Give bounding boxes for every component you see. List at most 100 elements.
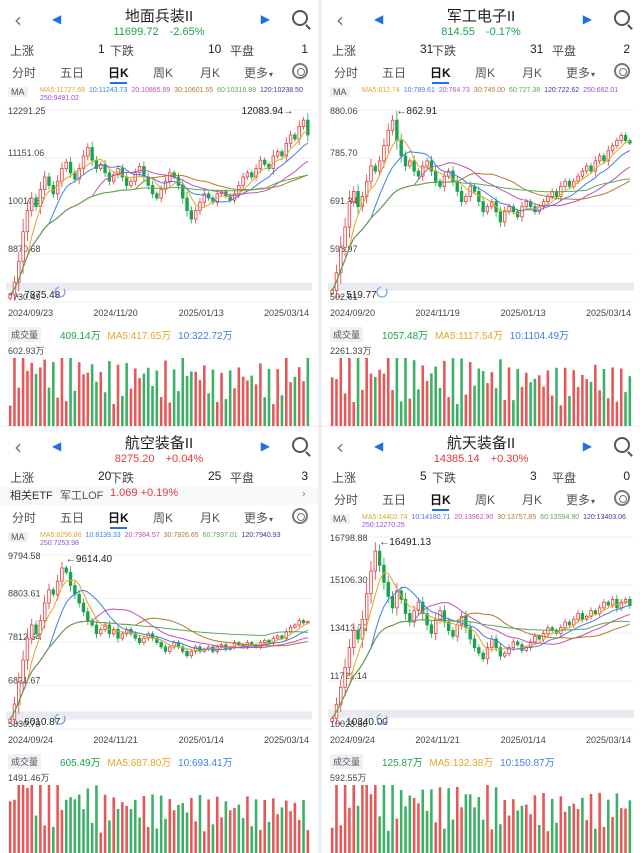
candle-body	[490, 638, 494, 648]
etf-quote: 1.069 +0.19%	[110, 487, 179, 499]
tab-monthly-k[interactable]: 月K	[200, 66, 221, 80]
candle-body	[377, 160, 382, 172]
prev-index-icon[interactable]: ◀	[374, 12, 384, 26]
tab-more[interactable]: 更多▾	[244, 64, 273, 81]
tab-weekly-k[interactable]: 周K	[153, 66, 174, 80]
next-index-icon[interactable]: ▶	[260, 12, 270, 26]
tab-weekly-k[interactable]: 周K	[475, 66, 496, 80]
volume-value: 605.49万	[60, 758, 101, 769]
volume-bar	[64, 401, 68, 426]
breadth-stats: 上涨 31 下跌 31 平盘 2	[322, 42, 640, 60]
tab-intraday[interactable]: 分时	[334, 493, 359, 507]
volume-bar	[486, 383, 489, 426]
index-title: 军工电子II	[446, 8, 516, 25]
tab-daily-k[interactable]: 日K	[430, 66, 451, 84]
kline-chart[interactable]: 880.06 785.70 691.34 596.97 502.61 ←862.91 ←51…	[322, 104, 640, 320]
gear-icon[interactable]	[292, 508, 308, 524]
tab-daily-k[interactable]: 日K	[430, 493, 451, 511]
volume-tag: 成交量	[8, 754, 42, 769]
volume-bar	[516, 810, 519, 853]
volume-bar	[181, 358, 185, 426]
search-icon[interactable]	[292, 10, 308, 26]
candle-body	[124, 176, 129, 186]
gear-icon[interactable]	[292, 63, 308, 79]
tab-five-day[interactable]: 五日	[382, 493, 407, 507]
volume-bar	[194, 371, 197, 426]
related-etf-row[interactable]: 相关ETF 军工LOF 1.069 +0.19% ›	[0, 487, 318, 505]
volume-bar	[30, 785, 34, 853]
volume-bar	[95, 785, 98, 853]
kline-chart[interactable]: 12291.2511151.0610010.878870.687730.4912…	[0, 104, 318, 320]
rise-label: 上涨	[332, 471, 357, 485]
volume-bar	[155, 828, 159, 853]
tab-monthly-k[interactable]: 月K	[522, 493, 543, 507]
tab-weekly-k[interactable]: 周K	[475, 493, 496, 507]
volume-bar	[624, 392, 627, 426]
volume-bar	[443, 828, 446, 853]
tab-weekly-k[interactable]: 周K	[153, 511, 174, 525]
volume-ma5: MA5:132.38万	[429, 758, 494, 769]
volume-bar	[412, 360, 416, 426]
volume-bar	[525, 804, 528, 853]
ma30-value: 30:13757.85	[497, 514, 537, 521]
search-icon[interactable]	[292, 437, 308, 453]
volume-bar	[86, 372, 90, 426]
tab-monthly-k[interactable]: 月K	[200, 511, 221, 525]
next-index-icon[interactable]: ▶	[260, 439, 270, 453]
candle-body	[399, 140, 403, 157]
tab-more[interactable]: 更多▾	[244, 509, 273, 526]
volume-bar	[399, 790, 403, 853]
tab-five-day[interactable]: 五日	[60, 511, 85, 525]
volume-bar	[481, 819, 485, 853]
gear-icon[interactable]	[614, 63, 630, 79]
volume-bar	[95, 381, 98, 426]
panel-header: ‹ ◀ 航空装备II 8275.20 +0.04% ▶	[0, 429, 318, 469]
candle-body	[455, 624, 459, 637]
volume-bar	[133, 368, 137, 426]
back-chevron-icon[interactable]: ‹	[336, 435, 344, 459]
candle-body	[352, 191, 356, 202]
search-icon[interactable]	[614, 10, 630, 26]
next-index-icon[interactable]: ▶	[582, 12, 592, 26]
tab-more[interactable]: 更多▾	[566, 64, 595, 81]
tab-monthly-k[interactable]: 月K	[522, 66, 543, 80]
volume-bar	[112, 403, 115, 426]
high-price-label: ←9614.40	[66, 554, 113, 565]
volume-bar	[520, 386, 524, 426]
volume-bar	[382, 373, 386, 426]
volume-bar	[198, 380, 202, 426]
candle-body	[416, 170, 421, 177]
volume-bar	[125, 805, 128, 853]
gear-icon[interactable]	[614, 490, 630, 506]
back-chevron-icon[interactable]: ‹	[14, 435, 22, 459]
tab-daily-k[interactable]: 日K	[108, 66, 129, 84]
x-tick-label: 2025/01/13	[179, 308, 224, 318]
tab-five-day[interactable]: 五日	[382, 66, 407, 80]
search-icon[interactable]	[614, 437, 630, 453]
x-tick-label: 2024/09/24	[8, 735, 53, 745]
fall-label: 下跌	[110, 44, 135, 58]
volume-bar	[425, 381, 429, 426]
tab-intraday[interactable]: 分时	[12, 66, 37, 80]
tab-more-label: 更多	[244, 511, 269, 525]
tab-intraday[interactable]: 分时	[334, 66, 359, 80]
tab-more[interactable]: 更多▾	[566, 491, 595, 508]
volume-bar	[155, 370, 159, 426]
prev-index-icon[interactable]: ◀	[52, 12, 62, 26]
volume-bar	[69, 797, 72, 853]
tab-five-day[interactable]: 五日	[60, 66, 85, 80]
tab-daily-k[interactable]: 日K	[108, 511, 129, 529]
prev-index-icon[interactable]: ◀	[52, 439, 62, 453]
y-tick-label: 7730.49	[8, 292, 41, 302]
volume-bar	[267, 821, 271, 853]
next-index-icon[interactable]: ▶	[582, 439, 592, 453]
prev-index-icon[interactable]: ◀	[374, 439, 384, 453]
back-chevron-icon[interactable]: ‹	[14, 8, 22, 32]
kline-chart[interactable]: 9794.588803.617812.646821.675830.70←9614…	[0, 549, 318, 747]
tab-intraday[interactable]: 分时	[12, 511, 37, 525]
y-tick-label: 10010.87	[8, 196, 46, 206]
kline-chart[interactable]: 16798.88 15106.30 13413.72 11721.14 10028.56…	[322, 531, 640, 747]
candle-body	[21, 231, 25, 262]
back-chevron-icon[interactable]: ‹	[336, 8, 344, 32]
volume-bar	[203, 831, 206, 853]
